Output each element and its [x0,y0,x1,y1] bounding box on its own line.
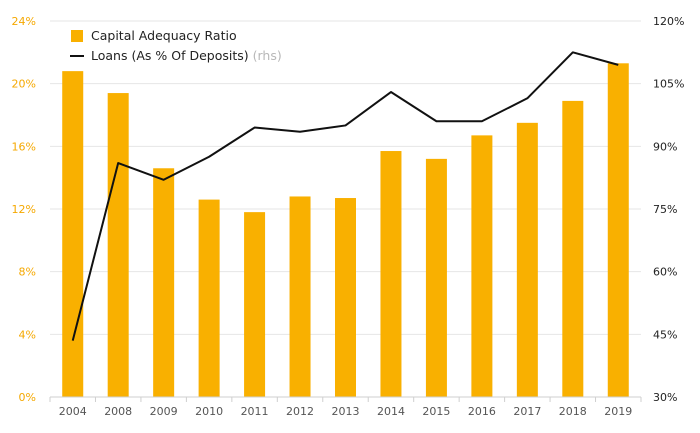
y-left-tick-label: 16% [12,140,36,153]
bar [335,198,356,397]
legend-label-line: Loans (As % Of Deposits) (rhs) [91,48,282,63]
y-right-tick-label: 45% [653,328,677,341]
y-left-tick-label: 8% [19,266,36,279]
bar [471,135,493,397]
x-tick-label: 2010 [195,405,223,418]
y-right-tick-label: 30% [653,391,677,404]
y-right-tick-label: 60% [653,266,677,279]
legend-line-note: (rhs) [253,48,282,63]
bar [153,168,175,397]
x-tick-label: 2008 [104,405,132,418]
bar [289,196,311,397]
y-left-tick-label: 20% [12,78,36,91]
y-right-tick-label: 120% [653,15,684,28]
legend-label-bar: Capital Adequacy Ratio [91,28,237,43]
bar [244,212,266,397]
bar [425,158,447,397]
axes: 0% 4% 8% 12% 16% 20% 24% 30% 45% 60% 75% 90% 105% 120… [12,15,685,418]
y-right-tick-label: 75% [653,203,677,216]
x-tick-label: 2017 [513,405,541,418]
y-left-tick-label: 0% [19,391,36,404]
bar [380,151,402,397]
legend-line-name: Loans (As % Of Deposits) [91,48,249,63]
bar [198,199,220,397]
bar [516,122,538,397]
bar [562,100,584,398]
x-tick-label: 2009 [150,405,178,418]
x-tick-label: 2004 [59,405,87,418]
line-series [71,51,619,341]
bar [62,71,84,397]
y-left-tick-label: 12% [12,203,36,216]
y-left-tick-label: 4% [19,328,36,341]
y-left-tick-label: 24% [12,15,36,28]
bar [607,63,629,398]
x-tick-label: 2018 [559,405,587,418]
y-right-tick-label: 105% [653,78,684,91]
bar [107,93,129,398]
x-tick-label: 2019 [604,405,632,418]
legend: Capital Adequacy Ratio Loans (As % Of De… [70,28,282,63]
x-tick-label: 2015 [422,405,450,418]
bar-series [62,63,629,398]
x-tick-label: 2016 [468,405,496,418]
x-tick-label: 2013 [332,405,360,418]
legend-swatch-bar [71,30,83,42]
y-right-tick-label: 90% [653,140,677,153]
x-tick-label: 2012 [286,405,314,418]
x-tick-label: 2011 [241,405,269,418]
x-tick-label: 2014 [377,405,405,418]
